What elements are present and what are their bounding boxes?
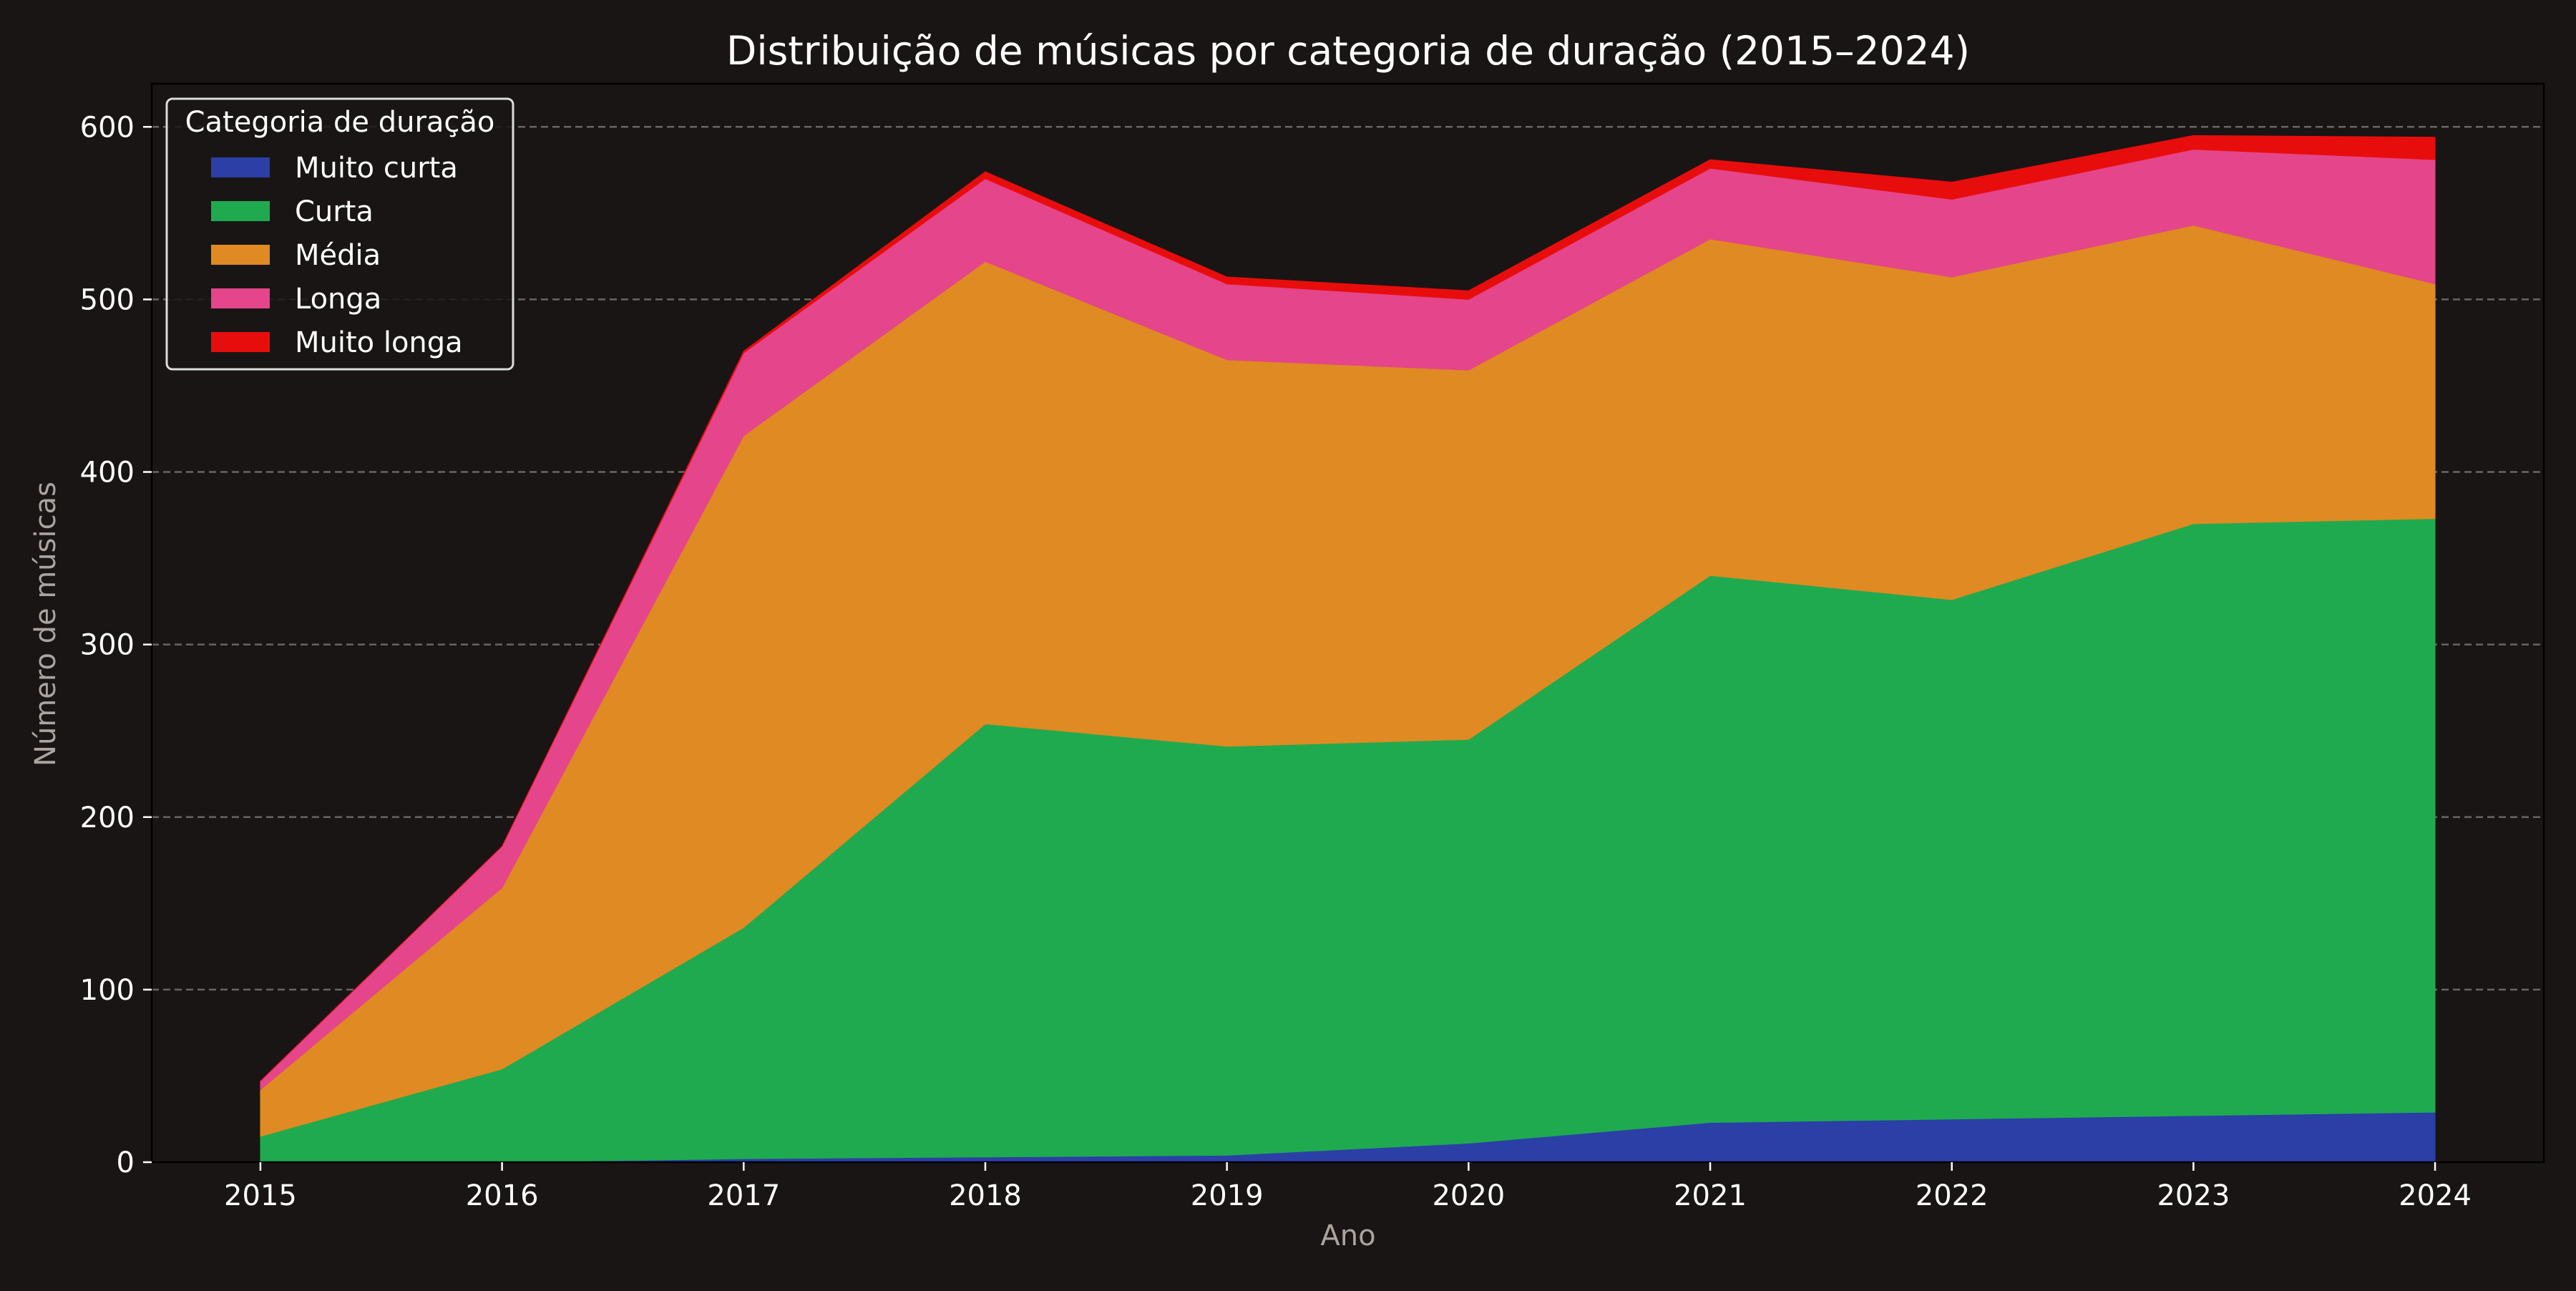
x-tick-label: 2021 — [1674, 1179, 1747, 1212]
legend-title: Categoria de duração — [185, 106, 495, 139]
y-axis-ticks: 0 100 200 300 400 500 600 — [80, 111, 152, 1179]
x-tick-label: 2016 — [466, 1179, 539, 1212]
plot-frame — [150, 82, 2545, 1164]
x-tick-label: 2020 — [1432, 1179, 1505, 1212]
legend-items: Muito curta Curta Média Longa Muito longa — [211, 152, 463, 359]
y-tick-label: 400 — [80, 457, 135, 489]
y-tick-label: 500 — [80, 283, 135, 316]
x-tick-label: 2017 — [707, 1179, 780, 1212]
x-axis-label: Ano — [1320, 1219, 1375, 1252]
x-tick-label: 2015 — [224, 1179, 297, 1212]
y-axis-label: Número de músicas — [29, 482, 62, 766]
legend-swatch-longa — [211, 288, 270, 308]
x-axis-ticks: 2015 2016 2017 2018 2019 2020 2021 2022 2023 2024 — [224, 1162, 2472, 1212]
legend-label-longa: Longa — [295, 283, 381, 316]
legend-swatch-média — [211, 245, 270, 265]
legend: Categoria de duração Muito curta Curta Méd… — [165, 97, 514, 371]
y-tick-label: 0 — [117, 1146, 135, 1179]
chart-title: Distribuição de músicas por categoria de… — [726, 28, 1970, 74]
y-tick-label: 200 — [80, 802, 135, 834]
y-tick-label: 600 — [80, 111, 135, 144]
x-tick-label: 2023 — [2157, 1179, 2230, 1212]
legend-swatch-muito-longa — [211, 332, 270, 352]
y-tick-label: 300 — [80, 629, 135, 662]
area-series-muito-longa — [260, 135, 2436, 1082]
x-tick-label: 2019 — [1191, 1179, 1264, 1212]
y-tick-label: 100 — [80, 974, 135, 1007]
legend-label-média: Média — [295, 239, 381, 272]
legend-label-curta: Curta — [295, 195, 374, 228]
legend-label-muito-curta: Muito curta — [295, 152, 458, 185]
x-tick-label: 2022 — [1916, 1179, 1989, 1212]
x-tick-label: 2018 — [949, 1179, 1022, 1212]
series-areas — [260, 135, 2436, 1163]
legend-swatch-curta — [211, 201, 270, 221]
legend-swatch-muito-curta — [211, 157, 270, 177]
legend-label-muito-longa: Muito longa — [295, 326, 463, 359]
x-tick-label: 2024 — [2399, 1179, 2472, 1212]
